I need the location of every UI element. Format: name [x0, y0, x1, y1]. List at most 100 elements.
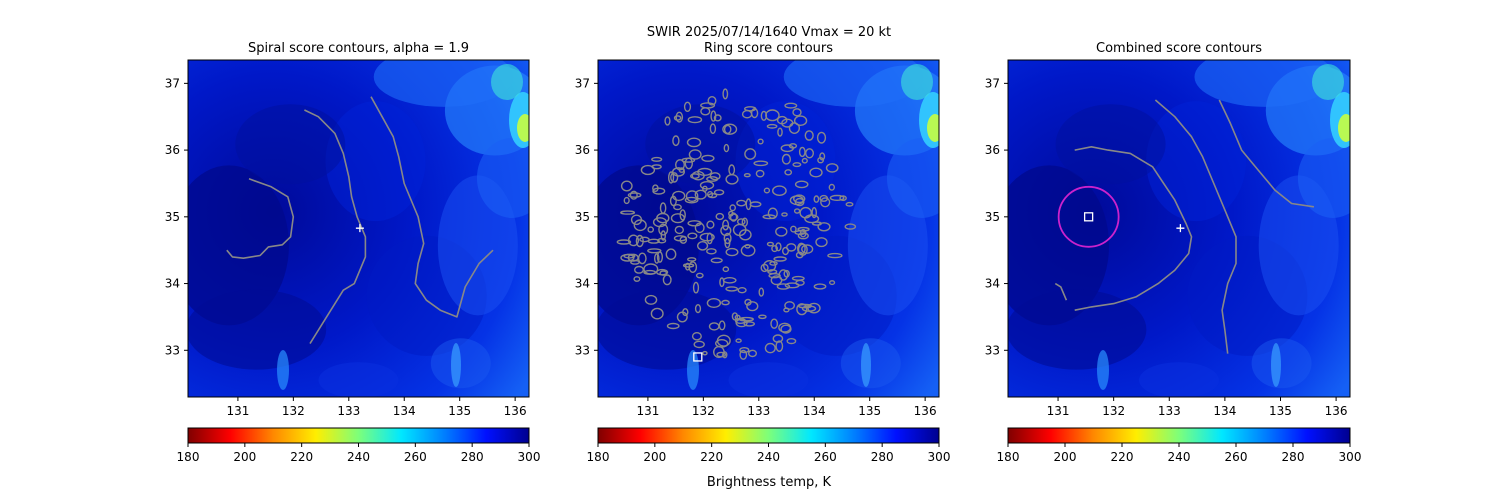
y-tick-label: 33: [165, 343, 180, 357]
x-tick-label: 135: [858, 404, 881, 418]
ring-contour: [654, 253, 660, 264]
ring-contour: [770, 318, 779, 329]
ring-contour: [820, 197, 831, 208]
ring-contour: [716, 351, 727, 358]
ring-contour: [687, 257, 697, 262]
ring-contour: [670, 172, 679, 183]
ring-contour: [816, 131, 827, 144]
ring-contour: [715, 338, 729, 348]
ring-contour: [793, 194, 806, 204]
contour-line: [370, 96, 494, 318]
ring-contour: [657, 237, 667, 244]
field-patch: [235, 104, 346, 185]
colorbar-gradient: [597, 427, 940, 444]
ring-contour: [616, 239, 632, 245]
panel-title: Spiral score contours, alpha = 1.9: [248, 41, 469, 56]
axes-frame: [597, 59, 940, 398]
ring-contour: [679, 236, 688, 244]
y-tick-label: 35: [165, 210, 180, 224]
ring-contour: [722, 123, 738, 135]
ring-contour: [652, 187, 666, 195]
ring-contour: [758, 287, 765, 297]
ring-contour: [775, 226, 788, 237]
ring-contour: [639, 236, 650, 243]
field-patch: [886, 137, 939, 218]
ring-contour: [778, 322, 792, 333]
ring-contour: [707, 96, 717, 106]
ring-contour: [776, 283, 791, 290]
ring-contour: [630, 214, 643, 226]
ring-contour: [715, 212, 725, 221]
ring-contour: [805, 148, 815, 159]
axes-frame: [1007, 59, 1351, 398]
colorbar-tick-label: 200: [643, 450, 666, 464]
ring-contour: [782, 246, 790, 256]
x-tick-label: 135: [448, 404, 471, 418]
ring-contour: [691, 331, 702, 341]
ring-contour: [746, 301, 759, 312]
ring-contour: [783, 307, 790, 313]
y-tick-label: 37: [165, 76, 180, 90]
cloud-streak: [687, 350, 699, 390]
ring-contour: [685, 190, 699, 203]
colorbar-tick-label: 180: [177, 450, 200, 464]
y-tick-label: 36: [985, 143, 1000, 157]
ring-contour: [722, 88, 729, 100]
ring-contour: [710, 257, 723, 264]
ring-contour: [723, 143, 730, 153]
cloud-streak: [861, 343, 871, 387]
y-tick-label: 35: [985, 210, 1000, 224]
ring-contour: [772, 185, 787, 196]
ring-contour: [693, 340, 705, 349]
ring-contour: [770, 275, 783, 286]
ring-contour: [620, 210, 636, 215]
field-patch: [188, 289, 327, 370]
ring-contour: [781, 212, 788, 217]
ring-contour: [801, 157, 808, 164]
cold-cloud-edge: [491, 64, 523, 100]
ring-contour: [764, 342, 776, 354]
field-patch: [325, 101, 426, 222]
contour-line: [1218, 99, 1315, 208]
ring-contour: [745, 198, 752, 211]
ring-contour: [797, 242, 806, 255]
ring-contour: [825, 163, 839, 173]
ring-contour: [721, 299, 730, 306]
y-tick-label: 37: [985, 76, 1000, 90]
x-tick-label: 133: [747, 404, 770, 418]
x-tick-label: 132: [1102, 404, 1125, 418]
x-tick-label: 134: [393, 404, 416, 418]
ring-contour: [792, 162, 802, 168]
ring-contour: [738, 229, 752, 241]
ring-contour: [744, 298, 752, 306]
field-patch: [1008, 289, 1147, 370]
ring-contour: [656, 212, 670, 224]
ring-contour: [790, 225, 797, 233]
ring-contour: [687, 116, 703, 124]
contour-line: [1054, 282, 1068, 301]
ring-contour: [777, 127, 783, 137]
cold-cloud-edge: [1312, 64, 1344, 100]
ring-contour: [839, 195, 847, 202]
y-tick-label: 36: [165, 143, 180, 157]
ring-contour: [670, 213, 686, 224]
ring-contour: [627, 192, 642, 198]
colorbar: 180 200 220 240 260 280 300: [997, 427, 1361, 464]
ring-contour: [651, 156, 663, 162]
x-tick-label: 133: [1158, 404, 1181, 418]
field-patch: [373, 60, 514, 107]
ring-contour: [828, 280, 836, 286]
ring-contour: [811, 207, 818, 219]
ring-contour: [664, 116, 671, 126]
cold-cloud-core: [517, 114, 529, 142]
ring-contour-speckles: [616, 88, 857, 360]
ring-contour: [772, 334, 784, 343]
y-tick-label: 35: [575, 210, 590, 224]
colorbar-tick-label: 280: [1282, 450, 1305, 464]
x-tick-label: 132: [282, 404, 305, 418]
colorbar-tick-label: 280: [871, 450, 894, 464]
ring-contour: [729, 204, 737, 212]
ring-contour: [845, 201, 854, 207]
field-patch: [1139, 362, 1219, 397]
colorbar-tick-label: 260: [814, 450, 837, 464]
